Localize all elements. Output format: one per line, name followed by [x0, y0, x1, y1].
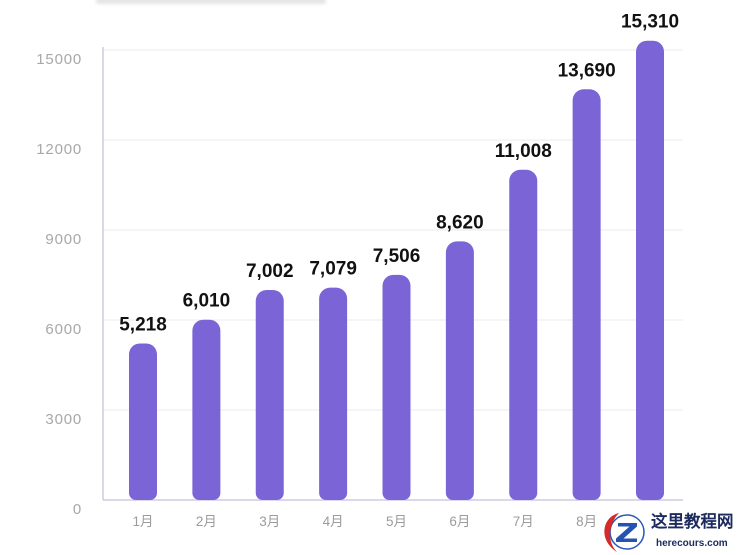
- y-tick-label-15000: 15000: [36, 51, 82, 68]
- x-tick-label-6: 6月: [449, 514, 470, 529]
- x-tick-label-2: 2月: [196, 514, 217, 529]
- watermark: 这里教程网 herecours.com: [596, 508, 740, 554]
- value-label-9: 15,310: [621, 12, 679, 33]
- bar-2: [192, 319, 221, 500]
- bar-6: [445, 241, 474, 500]
- value-label-7: 11,008: [495, 141, 552, 162]
- bar-9: [636, 40, 664, 500]
- x-tick-label-7: 7月: [513, 514, 534, 529]
- y-tick-label-12000: 12000: [36, 141, 82, 158]
- y-tick-label-6000: 6000: [45, 321, 82, 338]
- bar-1: [129, 343, 157, 500]
- x-tick-label-1: 1月: [132, 514, 153, 529]
- watermark-url: herecours.com: [656, 538, 728, 549]
- y-tick-label-3000: 3000: [45, 411, 82, 428]
- bars: [129, 40, 664, 501]
- bar-8: [572, 89, 601, 501]
- value-labels: 5,218 6,010 7,002 7,079 7,506 8,620 11,008 13,6…: [119, 12, 679, 336]
- watermark-logo-icon: [604, 513, 645, 552]
- x-tick-label-4: 4月: [323, 514, 344, 529]
- watermark-title: 这里教程网: [651, 512, 734, 531]
- x-tick-label-3: 3月: [259, 514, 280, 529]
- bar-3: [255, 289, 284, 500]
- cropped-title-fragment: [96, 0, 326, 4]
- y-tick-label-9000: 9000: [45, 231, 82, 248]
- y-axis-labels: 0 3000 6000 9000 12000 15000: [36, 51, 82, 518]
- value-label-4: 7,079: [309, 259, 357, 280]
- bar-4: [319, 287, 348, 500]
- value-label-1: 5,218: [119, 314, 167, 335]
- bar-5: [382, 274, 411, 500]
- value-label-8: 13,690: [558, 60, 616, 81]
- bar-7: [509, 169, 538, 500]
- value-label-2: 6,010: [183, 291, 231, 312]
- value-label-6: 8,620: [436, 212, 484, 233]
- value-label-5: 7,506: [373, 246, 421, 267]
- value-label-3: 7,002: [246, 261, 294, 282]
- x-tick-label-5: 5月: [386, 514, 407, 529]
- x-axis-labels: 1月 2月 3月 4月 5月 6月 7月 8月: [132, 514, 597, 529]
- y-tick-label-0: 0: [73, 501, 82, 518]
- x-tick-label-8: 8月: [576, 514, 597, 529]
